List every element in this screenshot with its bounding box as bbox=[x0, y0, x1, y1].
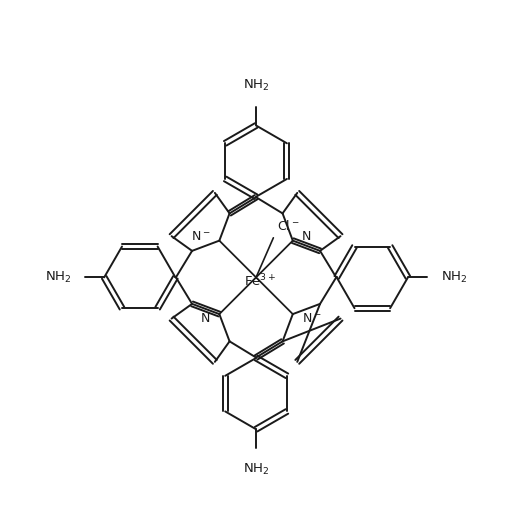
Text: N$^-$: N$^-$ bbox=[191, 230, 211, 243]
Text: N: N bbox=[302, 230, 311, 243]
Text: N$^-$: N$^-$ bbox=[302, 312, 321, 324]
Text: NH$_2$: NH$_2$ bbox=[441, 270, 467, 285]
Text: NH$_2$: NH$_2$ bbox=[243, 462, 269, 477]
Text: Cl$^-$: Cl$^-$ bbox=[277, 219, 300, 233]
Text: NH$_2$: NH$_2$ bbox=[243, 78, 269, 93]
Text: NH$_2$: NH$_2$ bbox=[45, 270, 72, 285]
Text: N: N bbox=[201, 312, 211, 324]
Text: Fe$^{3+}$: Fe$^{3+}$ bbox=[244, 273, 276, 289]
